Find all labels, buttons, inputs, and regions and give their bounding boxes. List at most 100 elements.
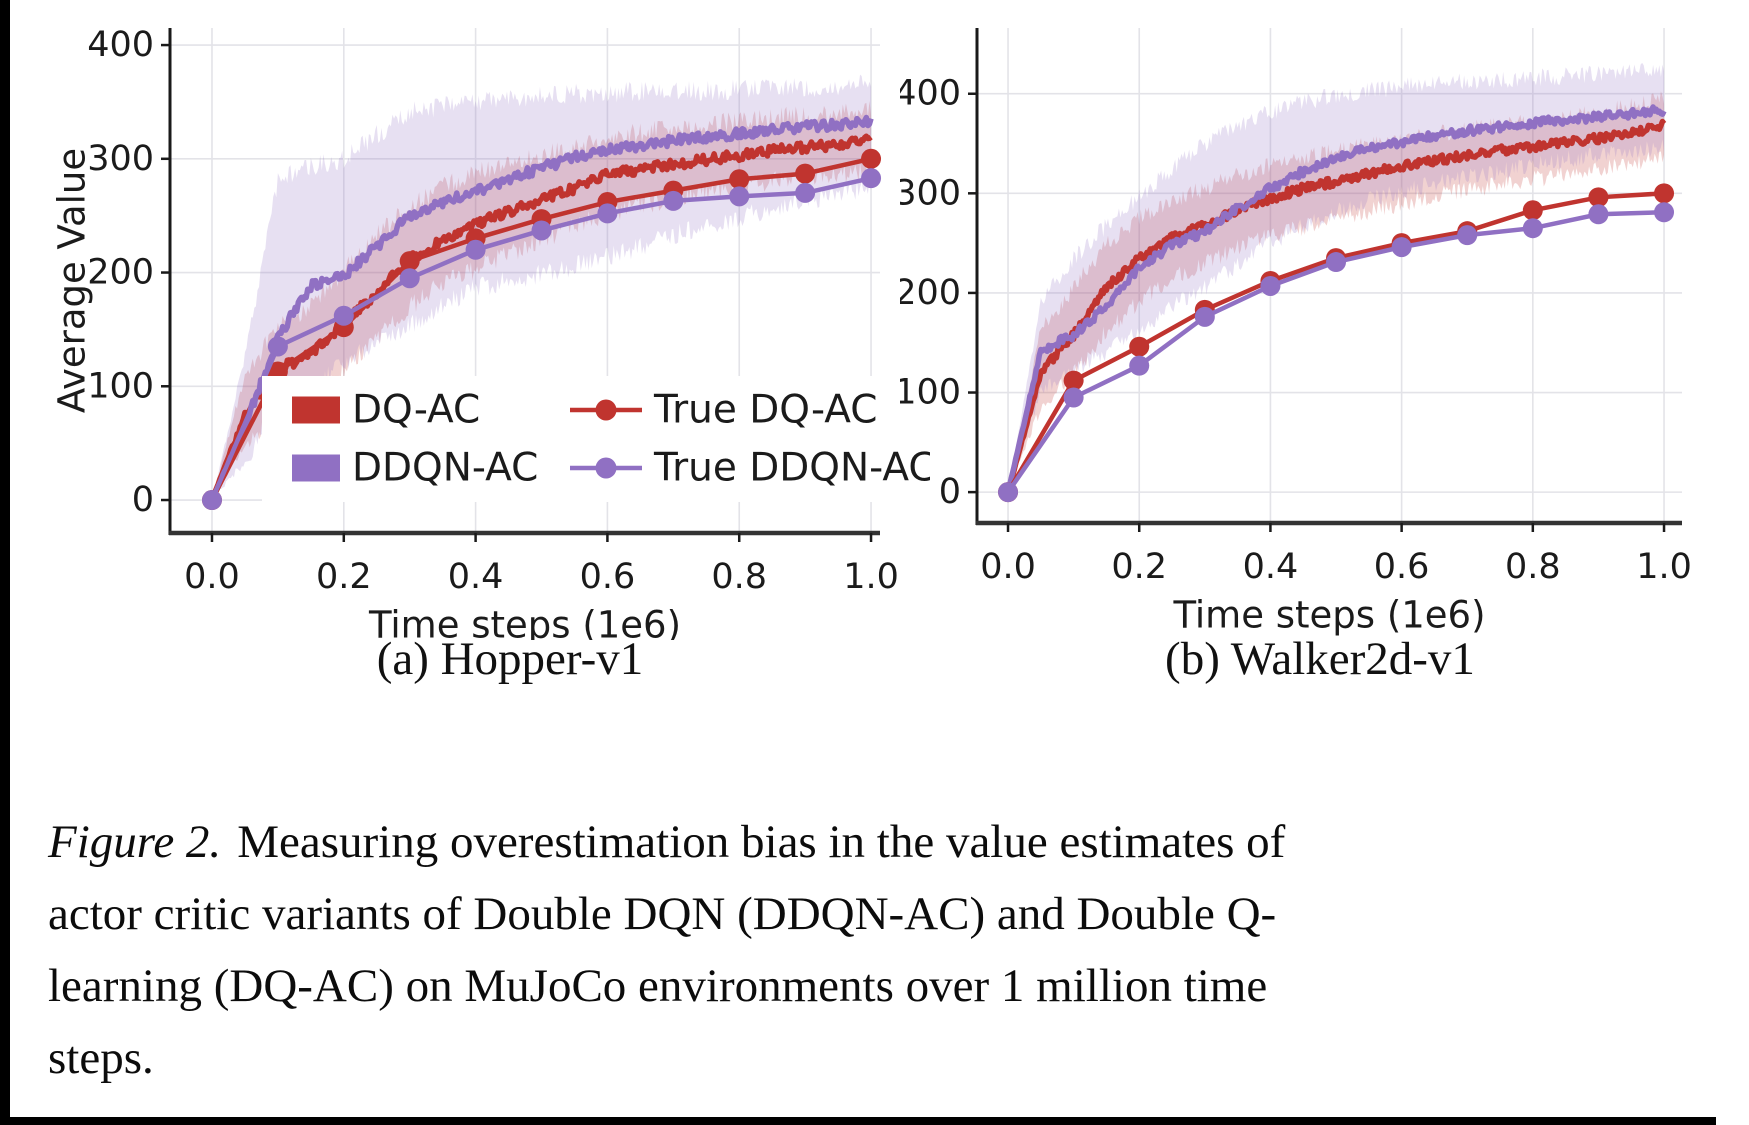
marker-True DQ-AC: [795, 163, 816, 184]
marker-True DQ-AC: [1522, 200, 1543, 221]
marker-True DDQN-AC: [1522, 218, 1543, 239]
legend-label: DQ-AC: [352, 388, 480, 433]
subcaption-walker: (b) Walker2d-v1: [1165, 633, 1475, 685]
marker-True DDQN-AC: [201, 490, 222, 511]
ytick-label: 400: [87, 25, 154, 65]
xtick-label: 0.2: [316, 557, 372, 597]
line-DQ-AC: [209, 133, 873, 501]
marker-True DQ-AC: [729, 169, 750, 190]
marker-True DDQN-AC: [1654, 202, 1675, 223]
grid: [977, 28, 1682, 523]
hopper-chart: 0 100 200 300 400 0.0 0.2 0.4 0.6 0.8 1.0 Time step…: [30, 0, 931, 640]
band-DDQN-AC: [1008, 62, 1665, 493]
caption-line-1: Figure 2. Measuring overestimation bias i…: [48, 806, 1720, 878]
marker-True DDQN-AC: [1194, 306, 1215, 327]
legend: DQ-AC True DQ-AC DDQN-AC True DDQN-AC: [262, 376, 930, 502]
confidence-bands: [211, 74, 872, 501]
xtick-label: 0.6: [580, 557, 636, 597]
legend-label: True DDQN-AC: [653, 446, 930, 491]
marker-True DDQN-AC: [399, 268, 420, 289]
legend-marker-True DDQN-AC: [595, 457, 617, 479]
ytick-label: 100: [87, 366, 154, 406]
left-black-bar: [0, 0, 10, 1125]
ytick-label: 0: [132, 480, 154, 520]
ytick-label: 300: [87, 139, 154, 179]
ytick-label: 0: [939, 472, 961, 512]
x-axis-label: Time steps (1e6): [368, 604, 681, 641]
subcaption-hopper: (a) Hopper-v1: [376, 633, 644, 685]
caption-line-3: learning (DQ-AC) on MuJoCo environments …: [48, 960, 1268, 1012]
x-axis-label: Time steps (1e6): [1172, 594, 1485, 637]
xtick-label: 0.8: [1505, 547, 1561, 587]
legend-label: DDQN-AC: [352, 446, 538, 491]
marker-True DDQN-AC: [1457, 225, 1478, 246]
marker-True DDQN-AC: [729, 186, 750, 207]
xtick-label: 0.2: [1111, 547, 1167, 587]
line-DQ-AC: [1005, 118, 1667, 493]
legend-label: True DQ-AC: [653, 388, 878, 433]
marker-True DQ-AC: [399, 251, 420, 272]
axes: [161, 28, 880, 542]
ytick-label: 300: [900, 173, 961, 213]
legend-patch-DQ-AC: [292, 396, 340, 424]
ytick-label: 200: [87, 253, 154, 293]
walker-plot-svg: 0 100 200 300 400 0.0 0.2 0.4 0.6 0.8 1.0 Time step…: [900, 28, 1692, 637]
axes: [968, 28, 1682, 532]
true-value-lines: [201, 148, 882, 511]
xtick-label: 0.4: [448, 557, 504, 597]
marker-True DDQN-AC: [663, 190, 684, 211]
line-DDQN-AC: [209, 114, 874, 502]
xtick-label: 1.0: [843, 557, 899, 597]
figure-caption-text-1: Measuring overestimation bias in the val…: [237, 816, 1286, 868]
marker-True DDQN-AC: [531, 220, 552, 241]
caption-line-2: actor critic variants of Double DQN (DDQ…: [48, 888, 1277, 940]
axis-labels: 0 100 200 300 400 0.0 0.2 0.4 0.6 0.8 1.0 Time step…: [900, 74, 1692, 637]
figure-caption: Figure 2. Measuring overestimation bias i…: [48, 806, 1720, 1094]
marker-True DDQN-AC: [1260, 275, 1281, 296]
marker-True DDQN-AC: [861, 168, 882, 189]
marker-True DQ-AC: [1588, 187, 1609, 208]
xtick-label: 0.4: [1243, 547, 1299, 587]
marker-True DDQN-AC: [333, 305, 354, 326]
marker-True DQ-AC: [861, 148, 882, 169]
xtick-label: 0.6: [1374, 547, 1430, 587]
marker-True DDQN-AC: [998, 482, 1019, 503]
confidence-bands: [1008, 62, 1665, 493]
marker-True DDQN-AC: [597, 203, 618, 224]
marker-True DDQN-AC: [1129, 355, 1150, 376]
bottom-black-bar: [0, 1117, 1716, 1125]
y-axis-label: Average Value: [51, 148, 94, 413]
xtick-label: 0.0: [184, 557, 240, 597]
marker-True DDQN-AC: [1063, 387, 1084, 408]
caption-line-4: steps.: [48, 1032, 154, 1084]
xtick-label: 1.0: [1636, 547, 1692, 587]
marker-True DDQN-AC: [267, 336, 288, 357]
marker-True DDQN-AC: [1391, 237, 1412, 258]
band-DQ-AC: [211, 100, 872, 501]
marker-True DDQN-AC: [1326, 252, 1347, 273]
figure-caption-label: Figure 2.: [48, 816, 222, 868]
legend-patch-DDQN-AC: [292, 454, 340, 482]
ytick-label: 400: [900, 74, 961, 114]
value-estimate-lines: [209, 114, 874, 502]
legend-marker-True DQ-AC: [595, 399, 617, 421]
marker-True DDQN-AC: [1588, 204, 1609, 225]
band-DDQN-AC: [211, 74, 872, 501]
axis-labels: 0 100 200 300 400 0.0 0.2 0.4 0.6 0.8 1.0 Time step…: [51, 25, 899, 640]
xtick-label: 0.8: [711, 557, 767, 597]
marker-True DQ-AC: [1129, 336, 1150, 357]
marker-True DDQN-AC: [795, 182, 816, 203]
marker-True DDQN-AC: [465, 239, 486, 260]
value-estimate-lines: [1005, 104, 1667, 493]
xtick-label: 0.0: [980, 547, 1036, 587]
marker-True DQ-AC: [1654, 183, 1675, 204]
ytick-label: 200: [900, 273, 961, 313]
walker-chart: 0 100 200 300 400 0.0 0.2 0.4 0.6 0.8 1.0 Time step…: [900, 0, 1730, 640]
true-value-lines: [998, 183, 1675, 503]
ytick-label: 100: [900, 373, 961, 413]
hopper-plot-svg: 0 100 200 300 400 0.0 0.2 0.4 0.6 0.8 1.0 Time step…: [51, 25, 931, 640]
marker-True DQ-AC: [1063, 370, 1084, 391]
band-DQ-AC: [1008, 91, 1665, 493]
line-DDQN-AC: [1005, 104, 1667, 493]
